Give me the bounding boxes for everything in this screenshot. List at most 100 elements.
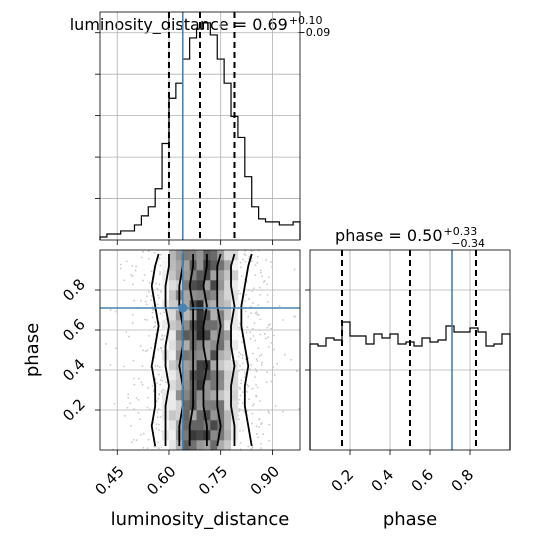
joint-sample-point <box>272 366 274 369</box>
joint-sample-point <box>123 415 126 417</box>
joint-sample-point <box>161 334 164 337</box>
joint-density-cell <box>196 280 204 291</box>
joint-density-cell <box>182 430 190 441</box>
joint-sample-point <box>125 331 128 333</box>
joint-density-cell <box>168 300 177 311</box>
joint-density-cell <box>224 440 232 451</box>
joint-sample-point <box>251 412 254 415</box>
joint-sample-point <box>255 395 258 398</box>
joint-density-cell <box>175 400 184 411</box>
joint-sample-point <box>256 386 259 389</box>
joint-sample-point <box>115 310 117 313</box>
title-phase: phase = 0.50+0.33 −0.34 <box>335 225 485 250</box>
joint-density-cell <box>210 350 218 361</box>
joint-density-cell <box>168 350 177 361</box>
joint-sample-point <box>127 396 130 399</box>
joint-density-cell <box>224 380 232 391</box>
joint-sample-point <box>244 260 247 263</box>
joint-sample-point <box>155 400 158 403</box>
joint-density-cell <box>231 290 239 301</box>
joint-sample-point <box>262 433 265 436</box>
joint-density-cell <box>168 260 177 271</box>
joint-density-cell <box>196 260 204 271</box>
joint-sample-point <box>146 396 149 399</box>
phase-hist-xtick-label-2: 0.6 <box>408 466 438 496</box>
joint-density-cell <box>217 400 225 411</box>
joint-sample-point <box>105 343 107 345</box>
joint-density-cell <box>231 400 239 411</box>
x-axis-label-luminosity-distance: luminosity_distance <box>111 509 290 530</box>
joint-sample-point <box>249 337 252 340</box>
joint-density-cell <box>175 330 184 341</box>
joint-density-cell <box>182 260 190 271</box>
phase-hist-frame <box>309 249 511 451</box>
joint-sample-point <box>266 371 268 374</box>
joint-sample-point <box>133 383 136 386</box>
joint-density-cell <box>182 370 190 381</box>
joint-density-cell <box>182 280 190 291</box>
joint-sample-point <box>241 357 244 360</box>
joint-sample-point <box>127 393 130 396</box>
joint-sample-point <box>259 269 262 272</box>
joint-sample-point <box>271 294 274 297</box>
joint-sample-point <box>249 331 252 334</box>
joint-density-cell <box>182 440 190 451</box>
joint-sample-point <box>259 400 262 403</box>
joint-sample-point <box>270 380 273 383</box>
joint-sample-point <box>159 312 162 315</box>
joint-density-cell <box>175 270 184 281</box>
joint-sample-point <box>159 383 162 386</box>
joint-ytick-label-3: 0.8 <box>59 275 89 305</box>
joint-sample-point <box>140 433 142 436</box>
joint-sample-point <box>157 423 160 426</box>
joint-density-cell <box>217 390 225 401</box>
joint-sample-point <box>142 279 144 282</box>
joint-sample-point <box>157 441 160 444</box>
joint-sample-point <box>155 423 158 426</box>
joint-sample-point <box>266 293 269 296</box>
joint-density-cell <box>196 370 204 381</box>
joint-contour-0-left <box>150 253 160 447</box>
joint-density-cell <box>224 270 232 281</box>
joint-density-cell <box>182 270 190 281</box>
joint-density-cell <box>231 260 239 271</box>
joint-density-cell <box>224 260 232 271</box>
joint-sample-point <box>153 445 156 448</box>
joint-sample-point <box>252 335 255 337</box>
joint-sample-point <box>157 408 160 411</box>
joint-sample-point <box>238 326 240 329</box>
joint-sample-point <box>241 362 244 365</box>
joint-density-cell <box>203 290 211 301</box>
joint-sample-point <box>240 379 243 382</box>
joint-density-cell <box>210 360 218 371</box>
joint-sample-point <box>131 275 134 277</box>
joint-density-cell <box>182 380 190 391</box>
joint-density-cell <box>217 380 225 391</box>
joint-density-cell <box>237 280 246 291</box>
joint-density-cell <box>168 390 177 401</box>
joint-density-cell <box>203 330 211 341</box>
joint-density-cell <box>182 250 190 261</box>
joint-density-cell <box>168 380 177 391</box>
joint-sample-point <box>139 299 142 302</box>
joint-sample-point <box>142 432 145 435</box>
joint-contour-2-right <box>216 253 222 447</box>
joint-sample-point <box>260 353 263 356</box>
ld-hist-frame <box>99 11 301 241</box>
joint-sample-point <box>137 377 140 380</box>
joint-density-cell <box>224 350 232 361</box>
joint-sample-point <box>135 439 138 442</box>
joint-density-cell <box>203 310 211 321</box>
joint-sample-point <box>150 347 152 349</box>
joint-sample-point <box>254 264 257 267</box>
joint-sample-point <box>251 446 254 449</box>
joint-density-cell <box>196 400 204 411</box>
joint-density-cell <box>182 420 190 431</box>
joint-density-cell <box>168 250 177 261</box>
joint-density-cell <box>189 270 197 281</box>
joint-sample-point <box>123 365 126 368</box>
joint-density-cell <box>182 330 190 341</box>
joint-sample-point <box>109 364 112 366</box>
joint-sample-point <box>155 282 158 285</box>
joint-sample-point <box>265 259 267 261</box>
